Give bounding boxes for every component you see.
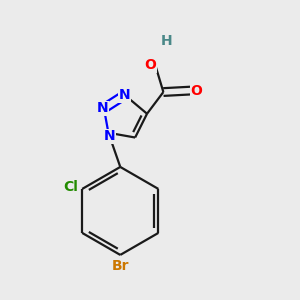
Text: Cl: Cl [63,180,78,194]
Text: N: N [97,101,108,116]
Text: Br: Br [112,259,129,273]
Text: N: N [104,129,116,143]
Text: H: H [161,34,172,48]
Text: O: O [190,84,202,98]
Text: O: O [144,58,156,72]
Text: N: N [119,88,130,102]
